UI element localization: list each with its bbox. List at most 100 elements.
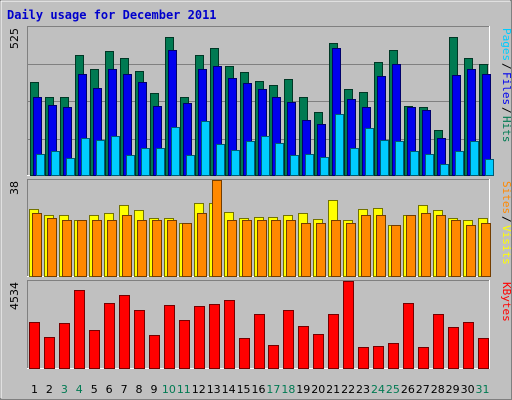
bar-kbytes-day-4: [74, 290, 85, 369]
bar-kbytes-day-28: [433, 314, 444, 369]
x-tick-day-1: 1: [31, 383, 38, 396]
x-tick-day-29: 29: [446, 383, 460, 396]
bar-pages-day-26: [410, 151, 419, 176]
bar-pages-day-11: [186, 155, 195, 176]
bar-sites-day-10: [167, 220, 177, 277]
bar-sites-day-18: [286, 220, 296, 277]
bar-sites-day-19: [301, 223, 311, 277]
x-tick-day-25: 25: [386, 383, 400, 396]
bar-kbytes-day-5: [89, 330, 100, 369]
bar-sites-day-15: [242, 220, 252, 277]
bar-kbytes-day-17: [268, 345, 279, 369]
bar-kbytes-day-13: [209, 304, 220, 369]
bar-sites-day-14: [227, 220, 237, 277]
bar-sites-day-9: [152, 220, 162, 277]
x-tick-day-18: 18: [281, 383, 295, 396]
bar-sites-day-12: [197, 213, 207, 277]
bar-kbytes-day-29: [448, 327, 459, 369]
bar-kbytes-day-19: [298, 326, 309, 369]
bar-kbytes-day-8: [134, 310, 145, 369]
x-tick-day-30: 30: [461, 383, 475, 396]
x-axis-labels: 1 2 3 4 5 6 7 8 9 10 11 12 13 14 15 16 17 18 19 20 21 22 23 24 2…: [31, 383, 490, 396]
bar-sites-day-28: [436, 215, 446, 277]
y-max-label: 38: [8, 181, 21, 195]
bar-pages-day-24: [380, 140, 389, 176]
x-tick-day-2: 2: [46, 383, 53, 396]
bar-kbytes-day-10: [164, 305, 175, 369]
x-tick-day-19: 19: [296, 383, 310, 396]
legend-visits: Visits: [500, 225, 512, 265]
hits-files-pages-legend: Pages / Files / Hits: [500, 28, 512, 143]
bar-sites-day-22: [346, 223, 356, 277]
x-tick-day-13: 13: [207, 383, 221, 396]
x-tick-day-15: 15: [237, 383, 251, 396]
bar-sites-day-1: [32, 213, 42, 277]
legend-kbytes: KBytes: [500, 282, 512, 322]
bar-pages-day-1: [36, 154, 45, 176]
bar-sites-day-24: [376, 215, 386, 277]
bar-sites-day-25: [391, 225, 401, 277]
bar-pages-day-31: [485, 159, 494, 176]
x-tick-day-4: 4: [76, 383, 83, 396]
x-tick-day-16: 16: [252, 383, 266, 396]
bar-kbytes-day-22: [343, 281, 354, 369]
legend-separator: /: [500, 107, 512, 114]
x-tick-day-12: 12: [192, 383, 206, 396]
x-tick-day-8: 8: [136, 383, 143, 396]
bar-pages-day-21: [335, 114, 344, 176]
x-tick-day-24: 24: [371, 383, 385, 396]
bar-kbytes-day-20: [313, 334, 324, 369]
bar-pages-day-6: [111, 136, 120, 176]
x-tick-day-22: 22: [341, 383, 355, 396]
bar-pages-day-20: [320, 157, 329, 176]
bar-sites-day-13: [212, 180, 222, 277]
bar-sites-day-4: [77, 220, 87, 277]
bar-sites-day-26: [406, 215, 416, 277]
legend-separator: /: [500, 63, 512, 70]
bar-kbytes-day-18: [283, 310, 294, 369]
bar-sites-day-21: [331, 220, 341, 277]
bar-kbytes-day-31: [478, 338, 489, 369]
x-tick-day-5: 5: [91, 383, 98, 396]
bar-pages-day-18: [290, 155, 299, 176]
x-tick-day-27: 27: [416, 383, 430, 396]
bar-pages-day-19: [305, 154, 314, 176]
bar-kbytes-day-9: [149, 335, 160, 369]
bar-sites-day-30: [466, 225, 476, 277]
chart-title: Daily usage for December 2011: [7, 8, 217, 22]
x-tick-day-10: 10: [162, 383, 176, 396]
bar-sites-day-5: [92, 220, 102, 277]
bar-pages-day-5: [96, 140, 105, 176]
x-tick-day-14: 14: [222, 383, 236, 396]
x-tick-day-31: 31: [476, 383, 490, 396]
bar-kbytes-day-26: [403, 303, 414, 369]
bar-sites-day-17: [271, 220, 281, 277]
legend-hits: Hits: [500, 116, 512, 143]
legend-separator: /: [500, 216, 512, 223]
bar-sites-day-20: [316, 223, 326, 277]
chart-panels: 525 38 4534: [8, 26, 494, 369]
bar-kbytes-day-14: [224, 300, 235, 369]
bar-sites-day-7: [122, 215, 132, 277]
bar-kbytes-day-25: [388, 343, 399, 369]
visits-sites-panel: 38: [8, 179, 491, 277]
visits-sites-legend: Sites / Visits: [500, 181, 512, 265]
bar-kbytes-day-23: [358, 347, 369, 369]
bar-sites-day-3: [62, 220, 72, 277]
x-tick-day-7: 7: [121, 383, 128, 396]
x-tick-day-21: 21: [326, 383, 340, 396]
x-tick-day-11: 11: [177, 383, 191, 396]
bar-sites-day-23: [361, 215, 371, 277]
bar-pages-day-14: [231, 150, 240, 176]
x-tick-day-17: 17: [266, 383, 280, 396]
bar-kbytes-day-30: [463, 322, 474, 369]
bar-sites-day-6: [107, 220, 117, 277]
bar-pages-day-9: [156, 148, 165, 176]
y-max-label: 4534: [8, 282, 21, 310]
bar-pages-day-7: [126, 155, 135, 176]
bar-pages-day-25: [395, 141, 404, 176]
bar-kbytes-day-21: [328, 314, 339, 369]
y-max-label: 525: [8, 28, 21, 49]
